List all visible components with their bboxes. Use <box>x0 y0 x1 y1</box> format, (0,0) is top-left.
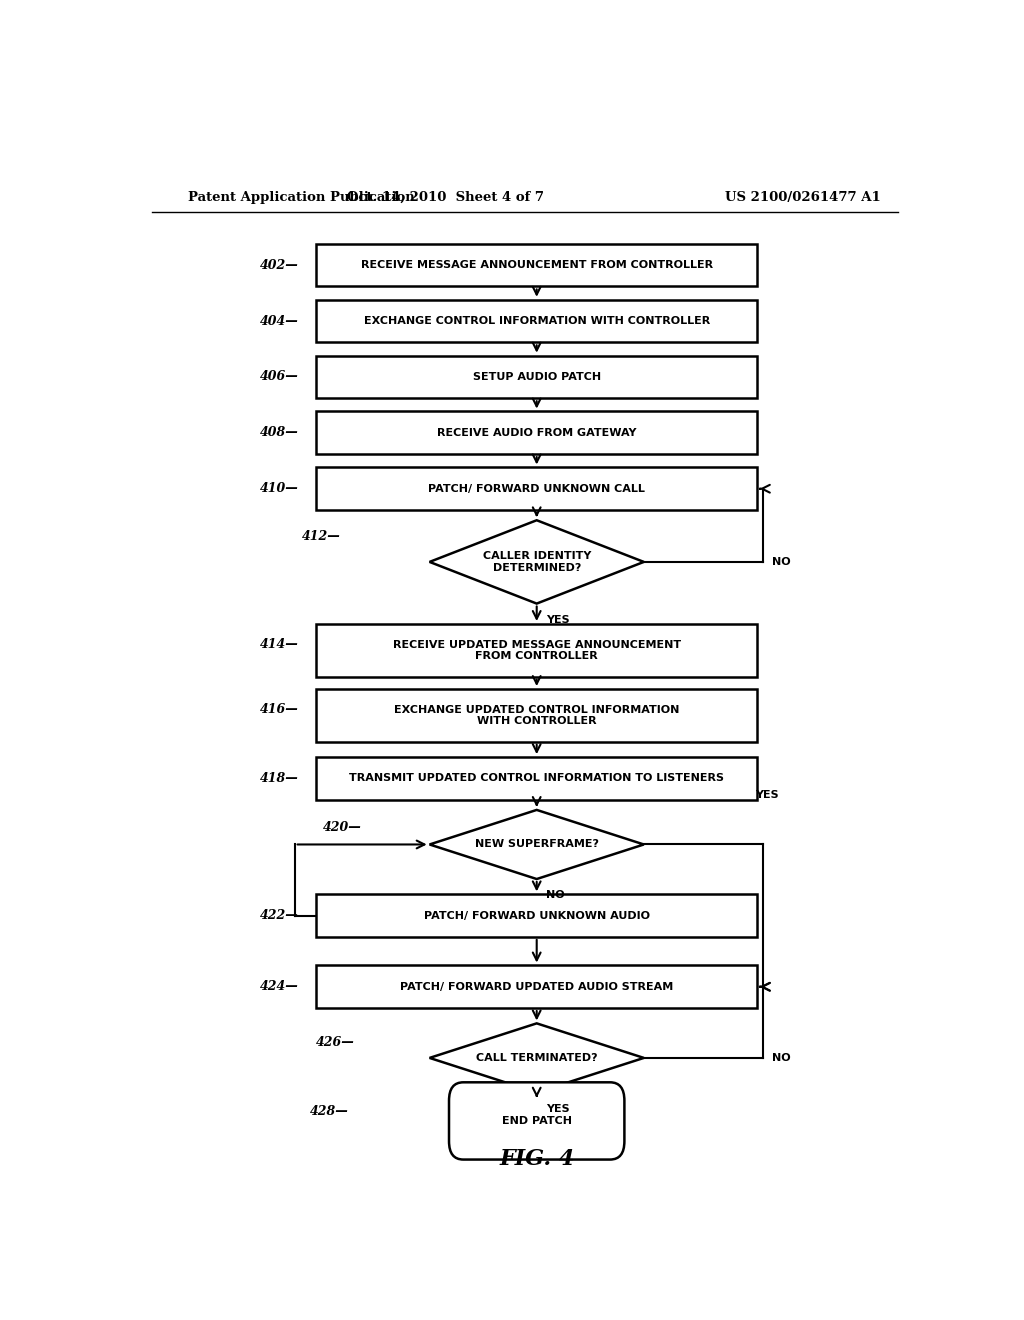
Text: YES: YES <box>546 1104 569 1114</box>
FancyBboxPatch shape <box>316 758 757 800</box>
Text: YES: YES <box>546 615 569 624</box>
Text: US 2100/0261477 A1: US 2100/0261477 A1 <box>725 190 881 203</box>
FancyBboxPatch shape <box>316 355 757 399</box>
FancyBboxPatch shape <box>316 689 757 742</box>
Text: EXCHANGE UPDATED CONTROL INFORMATION
WITH CONTROLLER: EXCHANGE UPDATED CONTROL INFORMATION WIT… <box>394 705 679 726</box>
Text: 410—: 410— <box>260 482 299 495</box>
FancyBboxPatch shape <box>316 624 757 677</box>
Text: EXCHANGE CONTROL INFORMATION WITH CONTROLLER: EXCHANGE CONTROL INFORMATION WITH CONTRO… <box>364 315 710 326</box>
Text: RECEIVE UPDATED MESSAGE ANNOUNCEMENT
FROM CONTROLLER: RECEIVE UPDATED MESSAGE ANNOUNCEMENT FRO… <box>392 639 681 661</box>
Text: RECEIVE MESSAGE ANNOUNCEMENT FROM CONTROLLER: RECEIVE MESSAGE ANNOUNCEMENT FROM CONTRO… <box>360 260 713 271</box>
Text: NO: NO <box>772 1053 791 1063</box>
Text: 412—: 412— <box>302 531 341 543</box>
Text: PATCH/ FORWARD UNKNOWN CALL: PATCH/ FORWARD UNKNOWN CALL <box>428 483 645 494</box>
FancyBboxPatch shape <box>316 894 757 937</box>
Text: NEW SUPERFRAME?: NEW SUPERFRAME? <box>475 840 599 850</box>
Text: 420—: 420— <box>324 821 362 834</box>
FancyBboxPatch shape <box>316 467 757 510</box>
Text: 408—: 408— <box>260 426 299 440</box>
Text: SETUP AUDIO PATCH: SETUP AUDIO PATCH <box>473 372 601 381</box>
Text: Oct. 14, 2010  Sheet 4 of 7: Oct. 14, 2010 Sheet 4 of 7 <box>347 190 544 203</box>
Text: 418—: 418— <box>260 772 299 785</box>
Text: TRANSMIT UPDATED CONTROL INFORMATION TO LISTENERS: TRANSMIT UPDATED CONTROL INFORMATION TO … <box>349 774 724 783</box>
Polygon shape <box>430 1023 644 1093</box>
FancyBboxPatch shape <box>316 965 757 1008</box>
Polygon shape <box>430 520 644 603</box>
Text: NO: NO <box>772 557 791 566</box>
Text: PATCH/ FORWARD UNKNOWN AUDIO: PATCH/ FORWARD UNKNOWN AUDIO <box>424 911 649 920</box>
Text: CALL TERMINATED?: CALL TERMINATED? <box>476 1053 598 1063</box>
Text: 422—: 422— <box>260 909 299 923</box>
Text: 404—: 404— <box>260 314 299 327</box>
Text: END PATCH: END PATCH <box>502 1115 571 1126</box>
Text: 426—: 426— <box>315 1036 354 1049</box>
Text: 424—: 424— <box>260 981 299 993</box>
Text: YES: YES <box>755 789 778 800</box>
Text: PATCH/ FORWARD UPDATED AUDIO STREAM: PATCH/ FORWARD UPDATED AUDIO STREAM <box>400 982 674 991</box>
Text: 402—: 402— <box>260 259 299 272</box>
Text: RECEIVE AUDIO FROM GATEWAY: RECEIVE AUDIO FROM GATEWAY <box>437 428 637 438</box>
Text: FIG. 4: FIG. 4 <box>499 1147 574 1170</box>
Polygon shape <box>430 810 644 879</box>
FancyBboxPatch shape <box>316 412 757 454</box>
Text: 414—: 414— <box>260 638 299 651</box>
Text: 416—: 416— <box>260 702 299 715</box>
FancyBboxPatch shape <box>449 1082 625 1159</box>
Text: 428—: 428— <box>310 1105 348 1118</box>
FancyBboxPatch shape <box>316 244 757 286</box>
Text: Patent Application Publication: Patent Application Publication <box>187 190 415 203</box>
Text: CALLER IDENTITY
DETERMINED?: CALLER IDENTITY DETERMINED? <box>482 552 591 573</box>
Text: 406—: 406— <box>260 371 299 383</box>
Text: NO: NO <box>546 890 565 900</box>
FancyBboxPatch shape <box>316 300 757 342</box>
